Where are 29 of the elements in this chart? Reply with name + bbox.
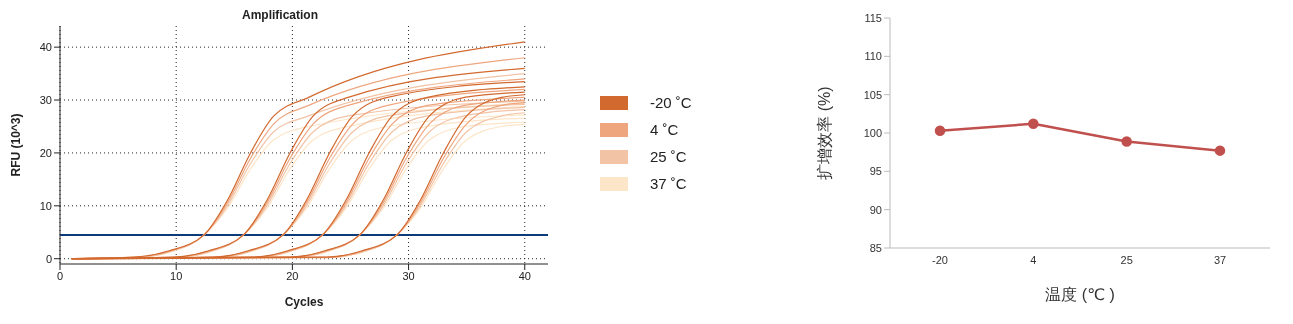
x-tick-label: 20 (286, 269, 299, 282)
y-tick-label: 30 (39, 93, 52, 106)
y-tick-label: 20 (39, 146, 52, 159)
x-tick-label: 10 (170, 269, 183, 282)
x-axis-title: Cycles (284, 295, 324, 309)
y-tick-label: 105 (863, 88, 882, 101)
chart-title: Amplification (241, 8, 319, 22)
legend-label: -20 ˚C (650, 94, 692, 111)
x-tick-label: -20 (932, 253, 948, 266)
x-tick-label: 25 (1120, 253, 1133, 266)
legend-label: 4 ˚C (650, 121, 679, 138)
x-tick-label: 4 (1030, 253, 1037, 266)
y-tick-label: 100 (863, 126, 882, 139)
legend-label: 37 ˚C (650, 175, 687, 192)
y-axis-title: RFU (10^3) (9, 113, 24, 177)
legend-label: 25 ˚C (650, 148, 687, 165)
x-tick-label: 0 (56, 269, 64, 282)
y-tick-label: 110 (864, 50, 882, 63)
y-axis-title: 扩增效率 (%) (815, 86, 833, 180)
x-tick-label: 37 (1213, 253, 1227, 266)
y-tick-label: 10 (39, 199, 52, 212)
y-tick-label: 40 (39, 41, 52, 54)
y-tick-label: 95 (869, 165, 882, 178)
x-tick-label: 30 (402, 269, 415, 282)
y-tick-label: 90 (869, 203, 882, 216)
y-tick-label: 85 (869, 241, 882, 254)
y-tick-label: 115 (864, 11, 882, 24)
x-tick-label: 40 (518, 269, 531, 282)
x-axis-title: 温度 (℃ ) (1045, 286, 1115, 303)
